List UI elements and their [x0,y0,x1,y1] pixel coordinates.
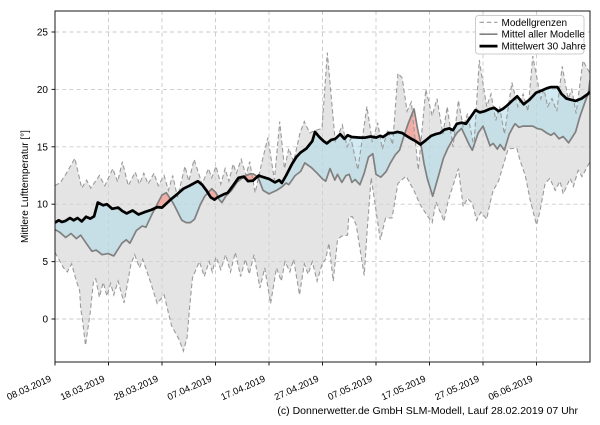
svg-text:Mittlere Lufttemperatur [°]: Mittlere Lufttemperatur [°] [20,130,31,243]
svg-text:20: 20 [37,85,49,96]
svg-text:Mittel aller Modelle: Mittel aller Modelle [502,30,586,41]
svg-text:10: 10 [37,200,49,211]
svg-text:25: 25 [37,28,49,39]
svg-text:(c) Donnerwetter.de GmbH SLM-M: (c) Donnerwetter.de GmbH SLM-Modell, Lau… [277,405,578,417]
svg-text:0: 0 [42,315,48,326]
svg-text:Modellgrenzen: Modellgrenzen [502,18,568,29]
svg-text:Mittelwert 30 Jahre: Mittelwert 30 Jahre [502,42,587,53]
svg-text:15: 15 [37,142,49,153]
svg-text:5: 5 [42,257,48,268]
